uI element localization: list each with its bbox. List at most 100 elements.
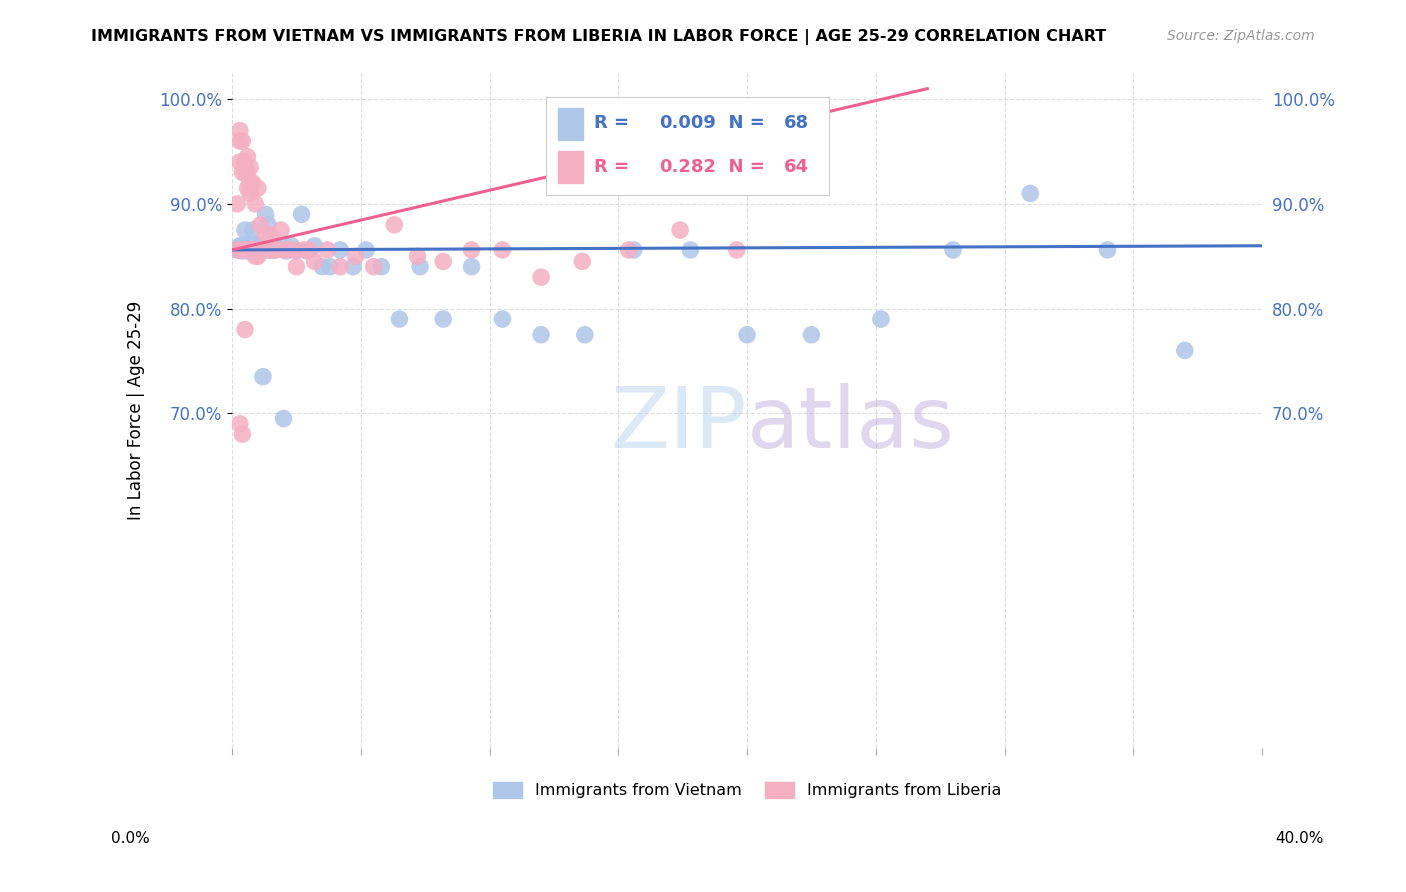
Point [242,243,264,257]
Point [1174,343,1197,358]
Point [229,123,252,137]
Point [242,243,264,257]
Point [226,243,249,257]
Point [231,243,253,257]
Point [277,243,299,257]
Point [264,243,287,257]
Point [242,176,264,190]
Legend: Immigrants from Vietnam, Immigrants from Liberia: Immigrants from Vietnam, Immigrants from… [486,775,1008,805]
Point [291,207,314,221]
Point [679,243,702,257]
Point [233,322,256,336]
Point [239,243,262,257]
Point [292,243,315,257]
Point [236,236,259,251]
Point [252,243,274,257]
Point [491,312,513,326]
Point [252,243,274,257]
Point [262,243,284,257]
Point [245,236,267,251]
Point [1097,243,1119,257]
Point [725,243,748,257]
Point [370,260,392,274]
Point [571,254,593,268]
Text: 40.0%: 40.0% [1275,831,1323,846]
Point [388,312,411,326]
Point [460,243,482,257]
Point [231,239,253,253]
Point [246,243,269,257]
Point [239,243,262,257]
Point [304,254,326,268]
Point [233,165,256,179]
Point [870,312,893,326]
Point [285,243,308,257]
Point [252,369,274,384]
Point [432,312,454,326]
Point [231,165,253,179]
Point [304,239,326,253]
Point [233,243,256,257]
Point [280,239,302,253]
Point [319,260,342,274]
Point [239,239,262,253]
Point [260,228,283,243]
Point [236,243,259,257]
Text: atlas: atlas [747,383,955,466]
Point [252,243,274,257]
Point [245,243,267,257]
Point [229,243,252,257]
Point [229,243,252,257]
Point [491,243,513,257]
Point [226,197,249,211]
Text: 0.0%: 0.0% [111,831,150,846]
Point [246,239,269,253]
Point [239,244,262,258]
Point [231,134,253,148]
Point [257,243,280,257]
Point [329,260,352,274]
Point [229,239,252,253]
Point [285,244,308,258]
Point [236,181,259,195]
Point [270,223,292,237]
Point [229,417,252,431]
Point [273,411,295,425]
Point [329,243,352,257]
Point [669,223,692,237]
Point [239,186,262,201]
Point [236,241,259,255]
Point [249,218,271,232]
Point [231,243,253,257]
Point [242,239,264,253]
Point [242,223,264,237]
Point [617,243,640,257]
Point [530,270,553,285]
Point [239,160,262,174]
Point [233,239,256,253]
Point [316,243,339,257]
Text: Source: ZipAtlas.com: Source: ZipAtlas.com [1167,29,1315,43]
Point [236,244,259,258]
Point [623,243,645,257]
Point [229,134,252,148]
Point [298,243,321,257]
Point [342,260,364,274]
Point [285,260,308,274]
Point [460,260,482,274]
Point [800,327,823,342]
Point [530,327,553,342]
Point [344,249,367,263]
Point [735,327,758,342]
Point [354,243,377,257]
Point [409,260,432,274]
Point [942,243,965,257]
Point [231,427,253,442]
Point [226,243,249,257]
Point [236,243,259,257]
Point [382,218,405,232]
Point [254,207,277,221]
Y-axis label: In Labor Force | Age 25-29: In Labor Force | Age 25-29 [128,301,145,520]
Text: ZIP: ZIP [610,383,747,466]
Point [242,243,264,257]
